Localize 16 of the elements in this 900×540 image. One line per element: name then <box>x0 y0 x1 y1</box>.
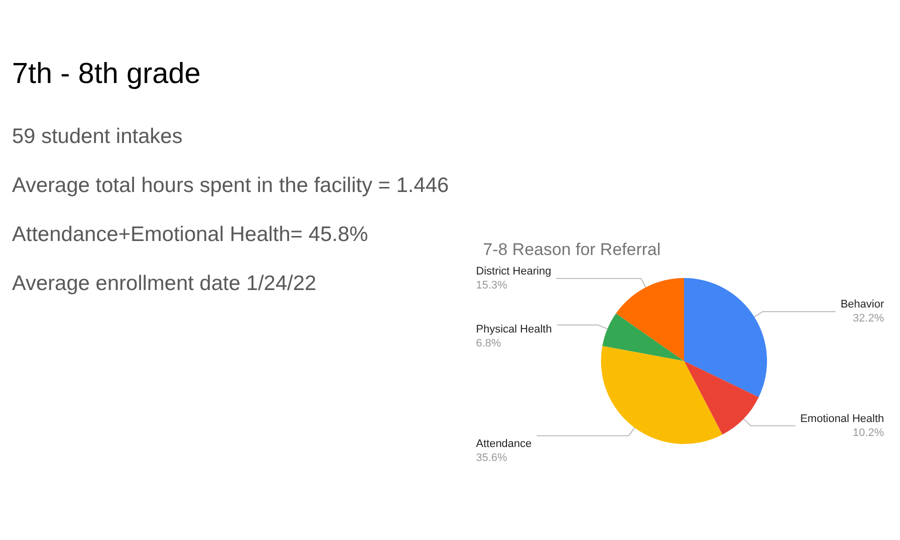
text: 59 student intakes <box>12 125 184 150</box>
slice-label: Behavior <box>840 298 884 311</box>
text: Average enrollment date 1/24/22 <box>12 272 316 295</box>
data-label: 35.6% <box>476 452 508 464</box>
data-label: 15.3% <box>476 280 508 292</box>
slice-label: District Hearing <box>476 266 552 278</box>
text: Average total hours spent in the facility = 1.446 <box>12 174 450 199</box>
text: 7th - 8th grade <box>12 58 202 91</box>
slice-label: Attendance <box>476 438 532 450</box>
chart-title: 7-8 Reason for Referral <box>483 240 661 259</box>
slice-label: Emotional Health <box>800 412 884 425</box>
data-label: 6.8% <box>476 338 502 350</box>
slice-label: Physical Health <box>476 324 552 336</box>
data-label: 32.2% <box>852 312 884 325</box>
data-label: 10.2% <box>852 426 884 439</box>
text: Attendance+Emotional Health= 45.8% <box>12 223 368 246</box>
